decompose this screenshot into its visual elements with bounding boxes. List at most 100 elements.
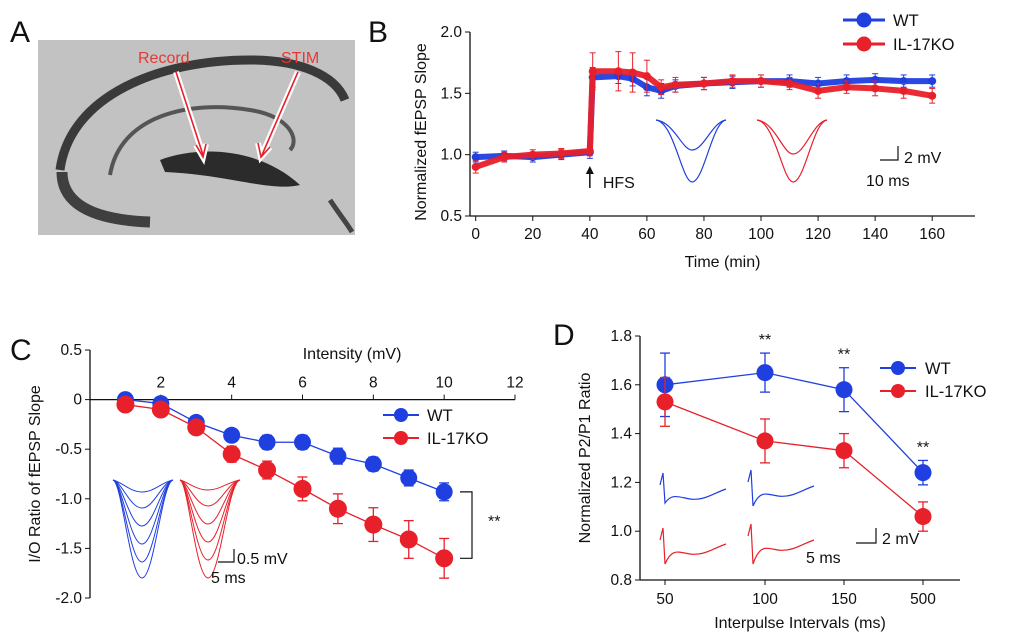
data-point: [399, 530, 418, 549]
data-point: [222, 445, 241, 464]
data-point: [671, 80, 680, 89]
scale-time: 5 ms: [211, 570, 246, 587]
data-point: [557, 149, 566, 158]
data-point: [757, 77, 766, 86]
scale-voltage: 0.5 mV: [237, 551, 288, 568]
data-point: [728, 77, 737, 86]
data-point: [928, 77, 937, 86]
paired-pulse-trace: [747, 523, 815, 565]
legend-marker: [891, 384, 905, 398]
data-point: [914, 508, 932, 526]
legend-marker: [891, 361, 905, 375]
scale-bar: [856, 528, 877, 544]
io-trace: [179, 479, 241, 561]
x-tick-label: 12: [506, 375, 523, 392]
data-point: [187, 418, 206, 437]
data-point: [500, 153, 509, 162]
y-tick-label: 0.8: [610, 572, 632, 589]
data-point: [293, 479, 312, 498]
y-tick-label: -1.0: [55, 491, 82, 508]
data-point: [588, 67, 597, 76]
data-point: [928, 91, 937, 100]
x-tick-label: 10: [436, 375, 454, 392]
data-point: [656, 393, 674, 411]
io-trace: [112, 479, 174, 527]
y-tick-label: 1.0: [610, 523, 632, 540]
fepsp-trace: [655, 119, 727, 151]
x-tick-label: 20: [524, 226, 542, 243]
hfs-label: HFS: [603, 175, 635, 192]
data-point: [835, 381, 853, 399]
panel-letter-d: D: [553, 319, 575, 352]
data-point: [871, 84, 880, 93]
legend-label: WT: [893, 12, 919, 30]
io-trace: [179, 479, 241, 579]
data-point: [914, 464, 932, 482]
y-tick-label: 0.5: [60, 342, 82, 359]
data-point: [223, 426, 241, 444]
data-point: [657, 83, 666, 92]
data-point: [294, 433, 311, 451]
io-trace: [112, 479, 174, 579]
data-point: [151, 400, 170, 419]
paired-pulse-trace: [747, 469, 815, 507]
legend-label: WT: [427, 407, 453, 425]
chart-d: 0.8 1.0 1.2 1.4 1.6 1.8 50 100 150 500 Interpulse …: [577, 328, 987, 632]
series-line-wt: [125, 398, 445, 493]
hippocampus-micrograph: Record STIM: [38, 40, 355, 235]
data-point: [871, 75, 880, 84]
series-line-ko: [125, 403, 445, 559]
record-label: Record: [138, 50, 190, 67]
fepsp-trace: [756, 119, 828, 183]
y-axis-label: Normalized P2/P1 Ratio: [577, 373, 594, 544]
data-point: [435, 483, 453, 501]
x-tick-label: 40: [581, 226, 599, 243]
y-tick-label: 1.0: [440, 147, 462, 164]
x-tick-label: 500: [910, 591, 936, 608]
x-tick-label: 4: [227, 375, 236, 392]
panel-letter-a: A: [10, 16, 30, 49]
io-trace: [112, 479, 174, 493]
x-tick-label: 60: [638, 226, 656, 243]
y-tick-label: -1.5: [55, 540, 82, 557]
y-tick-label: -2.0: [55, 590, 82, 607]
io-trace: [112, 479, 174, 545]
legend-label: WT: [925, 360, 951, 378]
x-tick-label: 80: [695, 226, 713, 243]
legend-marker: [856, 12, 872, 28]
series-line-wt: [664, 371, 924, 474]
io-trace: [179, 479, 241, 507]
x-tick-label: 140: [862, 226, 888, 243]
significance-label: **: [838, 347, 850, 364]
io-trace: [112, 479, 174, 563]
fepsp-trace: [756, 119, 828, 155]
data-point: [899, 86, 908, 95]
data-point: [328, 499, 347, 518]
scale-voltage: 2 mV: [882, 531, 920, 548]
y-tick-label: 1.8: [610, 328, 632, 345]
x-tick-label: 120: [805, 226, 831, 243]
data-point: [614, 67, 623, 76]
data-point: [642, 72, 651, 81]
x-tick-label: 100: [752, 591, 778, 608]
data-point: [814, 86, 823, 95]
legend-marker: [394, 408, 408, 422]
series-line-ko: [474, 68, 933, 170]
panel-letter-b: B: [368, 16, 388, 49]
x-tick-label: 6: [298, 375, 307, 392]
x-axis-label: Intensity (mV): [303, 346, 402, 363]
scale-time: 10 ms: [866, 173, 910, 190]
y-axis-label: I/O Ratio of fEPSP Slope: [27, 385, 44, 563]
data-point: [258, 461, 277, 480]
data-point: [364, 455, 382, 473]
io-trace: [179, 479, 241, 543]
y-tick-label: 2.0: [440, 24, 462, 41]
data-point: [628, 68, 637, 77]
significance-label: **: [488, 514, 500, 531]
x-tick-label: 100: [748, 226, 774, 243]
data-point: [785, 79, 794, 88]
significance-label: **: [917, 439, 929, 456]
y-tick-label: 1.4: [610, 426, 632, 443]
y-tick-label: -0.5: [55, 441, 82, 458]
